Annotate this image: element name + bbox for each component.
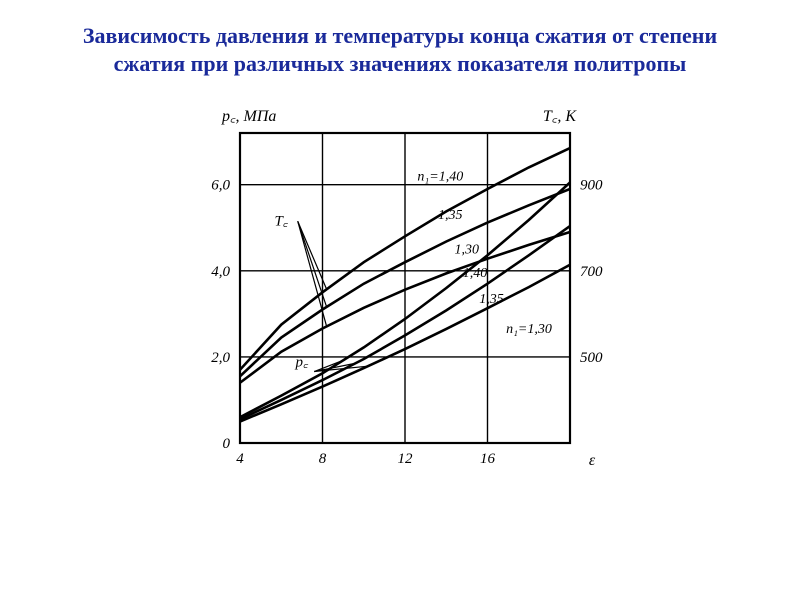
page: Зависимость давления и температуры конца… — [0, 0, 800, 600]
y-left-tick: 0 — [223, 436, 231, 452]
x-tick: 12 — [398, 451, 414, 467]
y-right-label: T꜀, K — [543, 108, 577, 125]
x-tick: 4 — [236, 451, 244, 467]
y-left-tick: 4,0 — [211, 264, 230, 280]
y-left-label: p꜀, МПа — [221, 108, 276, 125]
x-tick: 8 — [319, 451, 327, 467]
y-right-tick: 900 — [580, 178, 603, 194]
Tc-callout-text: T꜀ — [274, 214, 288, 230]
curve-label-Tc_n1_1.30: 1,30 — [455, 243, 480, 258]
curve-label-Tc_n1_1.35: 1,35 — [438, 208, 463, 223]
curve-label-pc_n1_1.30: n₁=1,30 — [506, 322, 552, 337]
chart-wrap: p꜀, МПа T꜀, K ε 4 8 12 16 0 2,0 4,0 6,0 500 700 900 n₁… — [40, 95, 760, 515]
x-tick: 16 — [480, 451, 496, 467]
y-left-tick: 2,0 — [211, 350, 230, 366]
x-label: ε — [589, 452, 596, 469]
pc-callout-text: p꜀ — [295, 354, 310, 370]
y-left-tick: 6,0 — [211, 178, 230, 194]
page-title: Зависимость давления и температуры конца… — [50, 22, 750, 77]
y-right-tick: 700 — [580, 264, 603, 280]
compression-chart: p꜀, МПа T꜀, K ε 4 8 12 16 0 2,0 4,0 6,0 500 700 900 n₁… — [165, 95, 635, 515]
curve-label-Tc_n1_1.40: n₁=1,40 — [417, 169, 463, 184]
y-right-tick: 500 — [580, 350, 603, 366]
curve-label-pc_n1_1.35: 1,35 — [479, 292, 504, 307]
curve-label-pc_n1_1.40: 1,40 — [463, 266, 488, 281]
